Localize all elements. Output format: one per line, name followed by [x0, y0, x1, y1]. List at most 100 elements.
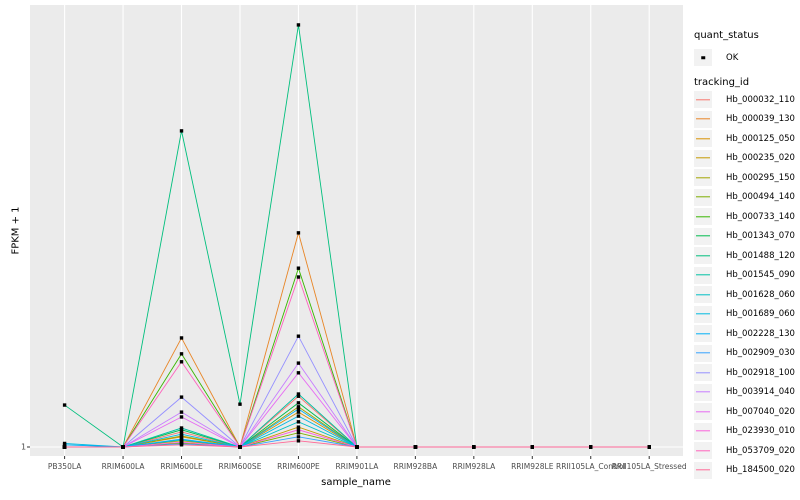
legend-item-label: Hb_002228_130 [726, 328, 795, 339]
legend-key-box [694, 344, 712, 362]
legend-item-label: Hb_002918_100 [726, 367, 795, 378]
x-tick-label: RRIM928LA [452, 462, 496, 471]
legend-item-tracking-id: Hb_000032_110 [694, 90, 795, 109]
series-color-line-icon [696, 274, 710, 276]
legend-item-label: Hb_000494_140 [726, 192, 795, 202]
x-tick-label: RRIM600SE [218, 462, 262, 471]
legend-item-tracking-id: Hb_184500_020 [694, 461, 795, 480]
legend-key-box [694, 149, 712, 167]
legend-item-label: Hb_000733_140 [726, 211, 795, 222]
y-tick-label: 1 [21, 442, 27, 452]
legend-item-tracking-id: Hb_002909_030 [694, 344, 795, 363]
series-color-line-icon [696, 215, 710, 218]
series-color-line-icon [696, 410, 710, 413]
legend-key-box [694, 110, 712, 128]
legend-item-tracking-id: Hb_001343_070 [694, 227, 795, 246]
legend-item-tracking-id: Hb_002918_100 [694, 363, 795, 382]
legend-item-label: Hb_002909_030 [726, 348, 795, 358]
legend: quant_status OK tracking_id Hb_000032_11… [694, 0, 800, 500]
legend-item-tracking-id: Hb_001488_120 [694, 246, 795, 265]
legend-item-tracking-id: Hb_007040_020 [694, 402, 795, 421]
y-axis-title: FPKM + 1 [10, 206, 22, 255]
series-color-line-icon [696, 235, 710, 237]
legend-key-box [694, 403, 712, 420]
legend-item-label: Hb_000039_130 [726, 114, 795, 124]
legend-key-box [694, 286, 712, 303]
series-color-line-icon [696, 469, 710, 471]
legend-item-tracking-id: Hb_003914_040 [694, 383, 795, 402]
legend-item-tracking-id: Hb_002228_130 [694, 324, 795, 343]
legend-item-label: Hb_184500_020 [726, 465, 795, 475]
series-color-line-icon [696, 118, 710, 120]
legend-item-label: Hb_000032_110 [726, 94, 795, 105]
legend-item-tracking-id: Hb_001628_060 [694, 285, 795, 304]
legend-item-tracking-id: Hb_000494_140 [694, 188, 795, 207]
legend-item-tracking-id: Hb_001689_060 [694, 305, 795, 324]
legend-key-box [694, 325, 712, 342]
legend-item-tracking-id: Hb_001545_090 [694, 266, 795, 285]
x-tick-label: RRIM600LA [101, 462, 145, 471]
legend-key-box [694, 305, 712, 323]
legend-item-tracking-id: Hb_053709_020 [694, 441, 795, 460]
series-color-line-icon [696, 430, 710, 432]
series-color-line-icon [696, 137, 710, 140]
series-color-line-icon [696, 254, 710, 257]
legend-item-tracking-id: Hb_000295_150 [694, 168, 795, 187]
legend-key-box [694, 169, 712, 186]
x-tick-label: RRIM600PE [277, 462, 320, 471]
series-color-line-icon [696, 449, 710, 452]
legend-item-tracking-id: Hb_000235_020 [694, 149, 795, 168]
series-color-line-icon [696, 391, 710, 393]
series-color-line-icon [696, 332, 710, 335]
legend-item-label: Hb_000295_150 [726, 172, 795, 183]
legend-item-label: Hb_001343_070 [726, 231, 795, 241]
series-color-line-icon [696, 371, 710, 374]
x-tick-label: PB350LA [47, 462, 82, 471]
x-tick-label: RRII105LA_Stressed [611, 462, 687, 471]
legend-item-tracking-id: Hb_023930_010 [694, 422, 795, 441]
legend-item-quant-status-ok: OK [694, 48, 738, 67]
legend-key-box [694, 442, 712, 459]
point-glyph-icon [701, 55, 705, 60]
legend-key-box [694, 49, 712, 66]
series-color-line-icon [696, 313, 710, 315]
legend-item-label: Hb_007040_020 [726, 406, 795, 417]
legend-key-box [694, 247, 712, 264]
legend-item-label: Hb_001689_060 [726, 309, 795, 319]
legend-key-box [694, 91, 712, 108]
legend-item-label: Hb_001628_060 [726, 289, 795, 300]
legend-key-box [694, 227, 712, 245]
legend-title-quant-status: quant_status [694, 30, 759, 41]
legend-item-tracking-id: Hb_000733_140 [694, 207, 795, 226]
legend-key-box [694, 188, 712, 206]
series-color-line-icon [696, 196, 710, 198]
series-color-line-icon [696, 98, 710, 101]
legend-item-tracking-id: Hb_000039_130 [694, 110, 795, 129]
legend-key-box [694, 130, 712, 147]
series-color-line-icon [696, 176, 710, 179]
legend-item-label: OK [726, 52, 739, 63]
x-tick-label: RRIM600LE [160, 462, 203, 471]
series-color-line-icon [696, 352, 710, 354]
legend-item-label: Hb_001488_120 [726, 250, 795, 261]
x-tick-label: RRIM928BA [393, 462, 438, 471]
series-color-line-icon [696, 157, 710, 159]
legend-key-box [694, 422, 712, 440]
legend-item-tracking-id: Hb_000125_050 [694, 129, 795, 148]
legend-item-label: Hb_053709_020 [726, 445, 795, 456]
legend-item-label: Hb_023930_010 [726, 426, 795, 436]
x-tick-label: RRIM901LA [335, 462, 379, 471]
legend-key-box [694, 208, 712, 225]
x-axis-title: sample_name [321, 477, 391, 488]
legend-key-box [694, 461, 712, 479]
x-tick-label: RRIM928LE [511, 462, 554, 471]
legend-item-label: Hb_003914_040 [726, 387, 795, 397]
legend-title-tracking-id: tracking_id [694, 77, 750, 88]
series-color-line-icon [696, 293, 710, 296]
x-tick-label: RRII105LA_Control [555, 462, 626, 471]
legend-key-box [694, 364, 712, 381]
legend-item-label: Hb_000125_050 [726, 133, 795, 144]
legend-key-box [694, 266, 712, 284]
